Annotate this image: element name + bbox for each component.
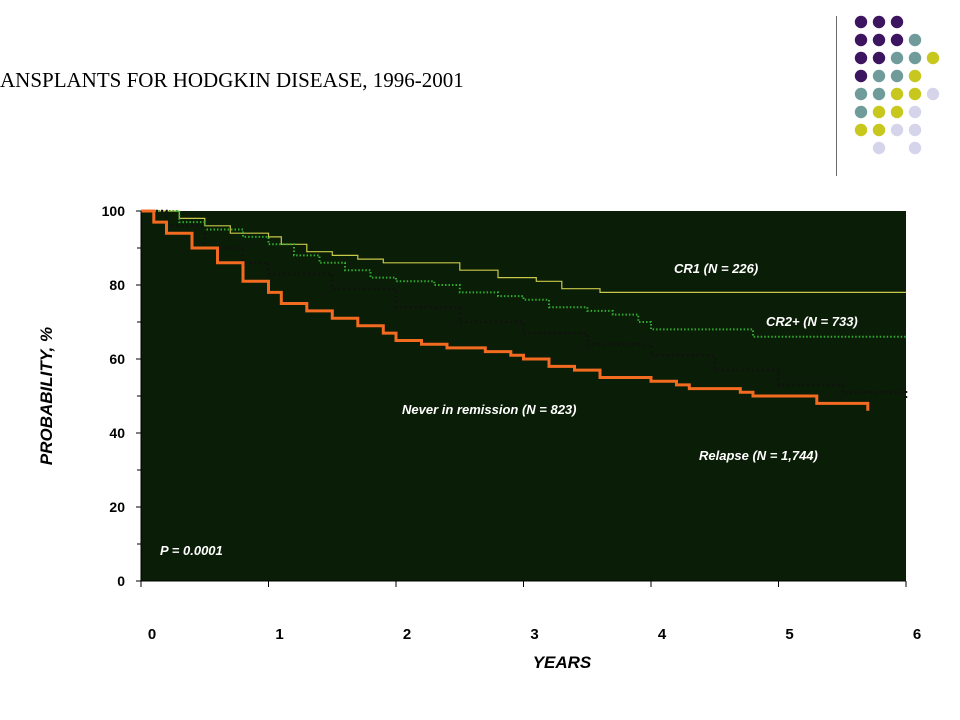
series-line-0 [141, 210, 906, 293]
decor-dot [872, 87, 886, 101]
decor-dot [908, 123, 922, 137]
decor-dot [854, 69, 868, 83]
x-tick-label: 1 [275, 626, 283, 643]
decor-dot [872, 15, 886, 29]
series-line-3 [141, 209, 870, 411]
decor-dot [908, 87, 922, 101]
decor-dot [854, 51, 868, 65]
decor-dot [890, 87, 904, 101]
decor-dot [854, 87, 868, 101]
decor-dot [890, 33, 904, 47]
y-tick-label: 100 [102, 203, 126, 219]
decor-dot [872, 33, 886, 47]
decor-dot [854, 105, 868, 119]
series-label-2: Never in remission (N = 823) [402, 402, 577, 417]
decor-dot [854, 123, 868, 137]
decor-dot [908, 69, 922, 83]
decor-dot [872, 141, 886, 155]
decor-dot [872, 105, 886, 119]
series-label-1: CR2+ (N = 733) [766, 314, 858, 329]
series-line-2 [141, 209, 908, 400]
decor-dot [908, 51, 922, 65]
decor-dot [926, 87, 940, 101]
decor-dot [890, 51, 904, 65]
y-tick-label: 60 [109, 351, 125, 367]
x-tick-label: 4 [658, 626, 667, 643]
x-tick-label: 2 [403, 626, 411, 643]
decor-dot [872, 51, 886, 65]
x-tick-label: 3 [530, 626, 538, 643]
decor-dot [908, 33, 922, 47]
decor-dot [890, 105, 904, 119]
x-tick-label: 0 [148, 626, 156, 643]
decor-dot [926, 51, 940, 65]
p-value-annotation: P = 0.0001 [160, 543, 223, 558]
x-axis-label: YEARS [533, 653, 592, 672]
decor-dot [890, 69, 904, 83]
slide-title: ANSPLANTS FOR HODGKIN DISEASE, 1996-2001 [0, 68, 464, 92]
y-tick-label: 20 [109, 499, 125, 515]
series-label-3: Relapse (N = 1,744) [699, 448, 818, 463]
decorative-dot-grid [854, 15, 940, 155]
decor-dot [908, 141, 922, 155]
decor-dot [854, 33, 868, 47]
y-tick-label: 0 [117, 573, 125, 589]
y-tick-label: 40 [109, 425, 125, 441]
decor-dot [890, 123, 904, 137]
y-axis-label: PROBABILITY, % [37, 327, 56, 465]
decor-dot [890, 15, 904, 29]
decor-dot [854, 15, 868, 29]
vertical-rule [836, 16, 837, 176]
series-label-0: CR1 (N = 226) [674, 261, 758, 276]
x-tick-label: 6 [913, 626, 921, 643]
decor-dot [872, 69, 886, 83]
series-line-1 [141, 210, 906, 338]
x-tick-label: 5 [785, 626, 793, 643]
decor-dot [908, 105, 922, 119]
decor-dot [872, 123, 886, 137]
y-tick-label: 80 [109, 277, 125, 293]
